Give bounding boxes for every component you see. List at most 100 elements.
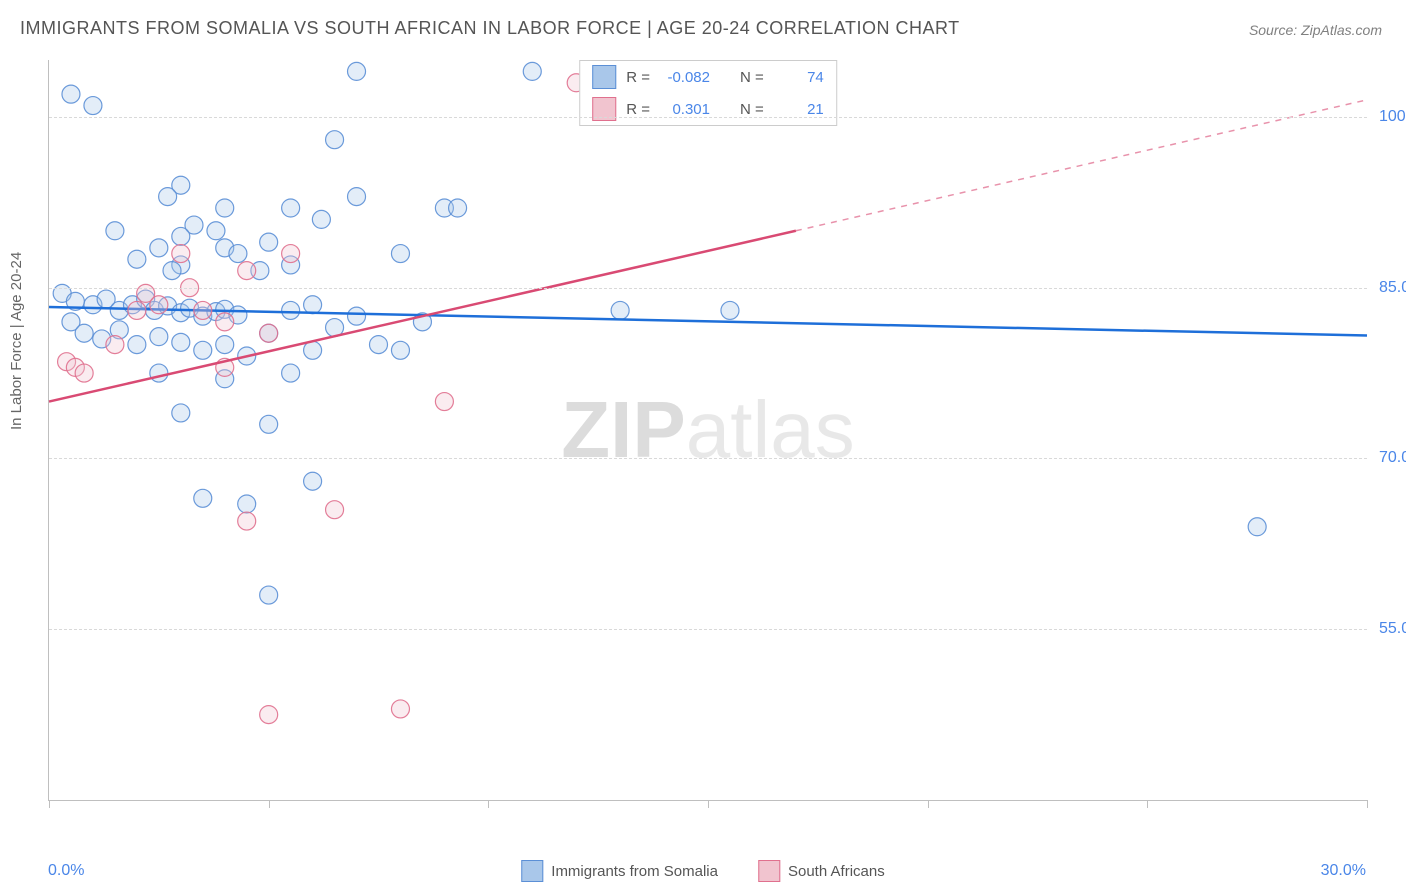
data-point: [326, 131, 344, 149]
plot-area: R = -0.082 N = 74 R = 0.301 N = 21 ZIPat…: [48, 60, 1367, 801]
data-point: [172, 333, 190, 351]
data-point: [75, 364, 93, 382]
data-point: [449, 199, 467, 217]
x-tick: [488, 800, 489, 808]
data-point: [282, 364, 300, 382]
data-point: [150, 296, 168, 314]
data-point: [238, 512, 256, 530]
n-label: N =: [740, 101, 764, 118]
data-point: [216, 199, 234, 217]
trend-line-extrapolated: [796, 100, 1367, 231]
gridline: [49, 458, 1367, 459]
legend-label: South Africans: [788, 863, 885, 880]
data-point: [348, 188, 366, 206]
x-tick: [1147, 800, 1148, 808]
data-point: [238, 262, 256, 280]
y-tick-label: 70.0%: [1371, 449, 1406, 467]
y-tick-label: 55.0%: [1371, 620, 1406, 638]
x-tick: [49, 800, 50, 808]
data-point: [159, 188, 177, 206]
data-point: [62, 85, 80, 103]
x-tick: [1367, 800, 1368, 808]
data-point: [721, 301, 739, 319]
data-point: [150, 328, 168, 346]
data-point: [194, 489, 212, 507]
data-point: [348, 307, 366, 325]
n-value: 74: [774, 69, 824, 86]
data-point: [75, 324, 93, 342]
data-point: [304, 472, 322, 490]
data-point: [282, 245, 300, 263]
data-point: [611, 301, 629, 319]
data-point: [326, 501, 344, 519]
trend-line: [49, 307, 1367, 335]
data-point: [106, 336, 124, 354]
r-value: -0.082: [660, 69, 710, 86]
data-point: [348, 62, 366, 80]
x-axis-min-label: 0.0%: [48, 862, 84, 880]
swatch-icon: [592, 65, 616, 89]
data-point: [150, 239, 168, 257]
data-point: [128, 250, 146, 268]
r-value: 0.301: [660, 101, 710, 118]
data-point: [260, 324, 278, 342]
data-point: [304, 296, 322, 314]
x-tick: [708, 800, 709, 808]
swatch-icon: [521, 860, 543, 882]
data-point: [207, 222, 225, 240]
data-point: [523, 62, 541, 80]
data-point: [150, 364, 168, 382]
data-point: [260, 586, 278, 604]
legend-item-somalia: Immigrants from Somalia: [521, 860, 718, 882]
legend-label: Immigrants from Somalia: [551, 863, 718, 880]
swatch-icon: [758, 860, 780, 882]
data-point: [282, 199, 300, 217]
y-tick-label: 100.0%: [1371, 108, 1406, 126]
data-point: [194, 301, 212, 319]
data-point: [216, 313, 234, 331]
data-point: [282, 301, 300, 319]
y-tick-label: 85.0%: [1371, 279, 1406, 297]
data-point: [312, 210, 330, 228]
data-point: [304, 341, 322, 359]
y-axis-label: In Labor Force | Age 20-24: [8, 252, 25, 430]
source-attribution: Source: ZipAtlas.com: [1249, 22, 1382, 38]
data-point: [84, 97, 102, 115]
r-label: R =: [626, 69, 650, 86]
data-point: [172, 245, 190, 263]
data-point: [172, 227, 190, 245]
data-point: [260, 415, 278, 433]
data-point: [238, 495, 256, 513]
x-axis-max-label: 30.0%: [1321, 862, 1366, 880]
data-point: [194, 341, 212, 359]
x-tick: [269, 800, 270, 808]
n-value: 21: [774, 101, 824, 118]
data-point: [391, 245, 409, 263]
data-point: [106, 222, 124, 240]
gridline: [49, 629, 1367, 630]
gridline: [49, 117, 1367, 118]
gridline: [49, 288, 1367, 289]
data-point: [128, 336, 146, 354]
legend-row-southafrica: R = 0.301 N = 21: [580, 93, 836, 125]
data-point: [370, 336, 388, 354]
data-point: [391, 700, 409, 718]
data-point: [163, 262, 181, 280]
data-point: [435, 393, 453, 411]
data-point: [1248, 518, 1266, 536]
legend-item-southafrica: South Africans: [758, 860, 885, 882]
series-legend: Immigrants from Somalia South Africans: [521, 860, 884, 882]
data-point: [260, 706, 278, 724]
n-label: N =: [740, 69, 764, 86]
x-tick: [928, 800, 929, 808]
data-point: [391, 341, 409, 359]
data-point: [229, 245, 247, 263]
data-point: [172, 404, 190, 422]
legend-row-somalia: R = -0.082 N = 74: [580, 61, 836, 93]
data-point: [128, 301, 146, 319]
chart-title: IMMIGRANTS FROM SOMALIA VS SOUTH AFRICAN…: [20, 18, 960, 39]
data-point: [216, 336, 234, 354]
data-point: [260, 233, 278, 251]
r-label: R =: [626, 101, 650, 118]
scatter-svg: [49, 60, 1367, 800]
